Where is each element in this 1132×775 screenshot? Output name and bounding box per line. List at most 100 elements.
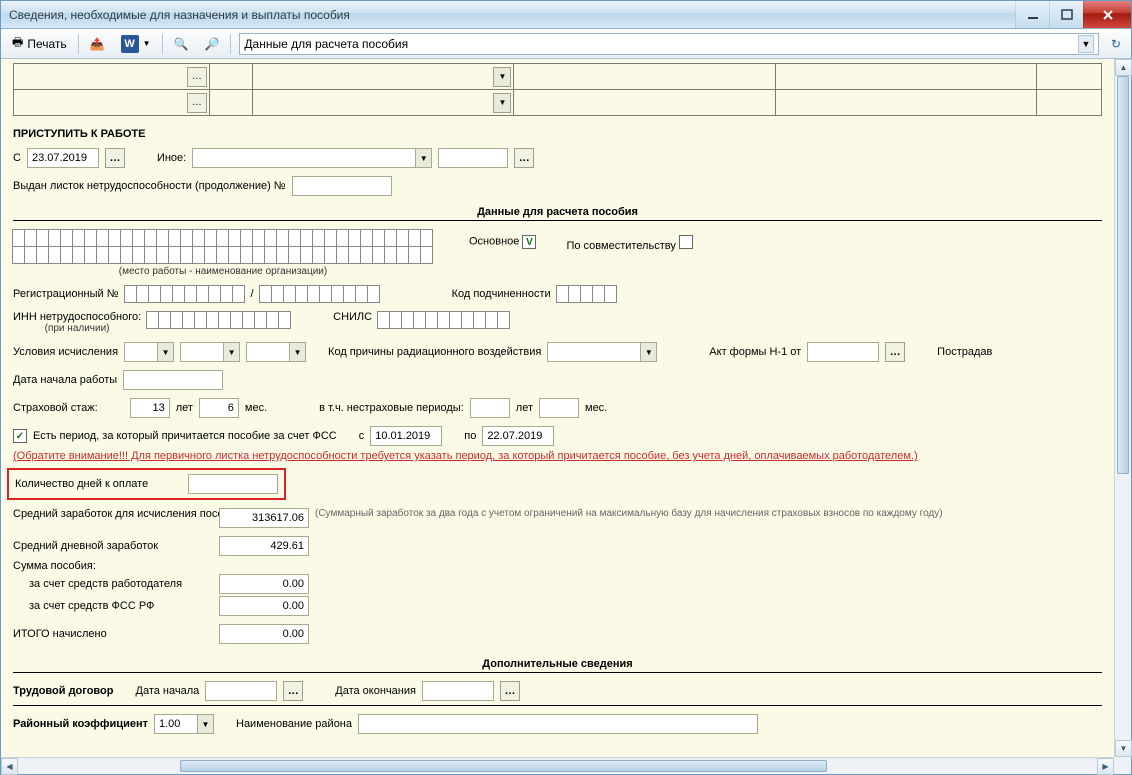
main-label: Основное — [469, 236, 519, 248]
nonins-label: в т.ч. нестраховые периоды: — [319, 402, 464, 414]
total-amount-input[interactable]: 0.00 — [219, 624, 309, 644]
vertical-scroll-thumb[interactable] — [1117, 76, 1129, 474]
combine-checkbox[interactable] — [679, 235, 693, 249]
contract-start-input[interactable] — [205, 681, 277, 701]
scroll-up-button[interactable]: ▲ — [1115, 59, 1132, 76]
from-date-input[interactable]: 23.07.2019 — [27, 148, 99, 168]
inn-label: ИНН нетрудоспособного: — [13, 311, 141, 323]
other-combo[interactable]: ▼ — [192, 148, 432, 168]
reg-no-cells[interactable] — [125, 285, 245, 303]
scroll-left-button[interactable]: ◀ — [1, 758, 18, 775]
inn-cells[interactable] — [147, 311, 291, 329]
snils-cells[interactable] — [378, 311, 510, 329]
workplace-cells-row2[interactable] — [13, 246, 433, 264]
days-to-pay-highlight: Количество дней к оплате — [7, 468, 286, 500]
avg-daily-input[interactable]: 429.61 — [219, 536, 309, 556]
form-body: … ▼ … ▼ ПРИСТУПИТЬ К РАБОТЕ — [1, 59, 1114, 757]
section-selector-text: Данные для расчета пособия — [244, 37, 1078, 51]
export-button[interactable]: 📤 — [83, 33, 112, 55]
stazh-years-input[interactable]: 13 — [130, 398, 170, 418]
avg-earn-input[interactable]: 313617.06 — [219, 508, 309, 528]
coef-combo[interactable]: 1.00▼ — [154, 714, 214, 734]
scroll-down-button[interactable]: ▼ — [1115, 740, 1132, 757]
inn-caption: (при наличии) — [13, 323, 141, 334]
dropdown-icon: ▼ — [1078, 35, 1094, 53]
victim-label: Пострадав — [937, 346, 992, 358]
sub-code-cells[interactable] — [557, 285, 617, 303]
section-selector[interactable]: Данные для расчета пособия ▼ — [239, 33, 1099, 55]
fss-period-label: Есть период, за который причитается посо… — [33, 430, 337, 442]
stazh-months-input[interactable]: 6 — [199, 398, 239, 418]
employer-amount-input[interactable]: 0.00 — [219, 574, 309, 594]
total-label: ИТОГО начислено — [13, 628, 213, 640]
printer-icon: 🖶 — [12, 33, 23, 54]
cond-combo-1[interactable]: ▼ — [124, 342, 174, 362]
rad-code-combo[interactable]: ▼ — [547, 342, 657, 362]
fss-period-checkbox[interactable]: ✓ — [13, 429, 27, 443]
scroll-right-button[interactable]: ▶ — [1097, 758, 1114, 775]
rad-code-label: Код причины радиационного воздействия — [328, 346, 541, 358]
refresh-button[interactable]: ↻ — [1105, 33, 1127, 55]
fssrf-amount-input[interactable]: 0.00 — [219, 596, 309, 616]
region-input[interactable] — [358, 714, 758, 734]
days-to-pay-input[interactable] — [188, 474, 278, 494]
print-label: Печать — [27, 37, 66, 51]
contract-end-input[interactable] — [422, 681, 494, 701]
grid-r1c3-dropdown[interactable]: ▼ — [493, 67, 511, 87]
maximize-button[interactable] — [1049, 1, 1083, 28]
act-label: Акт формы Н-1 от — [709, 346, 801, 358]
grid-r2c1-picker[interactable]: … — [187, 93, 207, 113]
months-label-2: мес. — [585, 402, 607, 414]
window-titlebar: Сведения, необходимые для назначения и в… — [1, 1, 1131, 29]
zoom-out-button[interactable]: 🔎 — [197, 33, 226, 55]
fssrf-label: за счет средств ФСС РФ — [13, 600, 213, 612]
other-picker[interactable]: … — [514, 148, 534, 168]
vertical-scrollbar[interactable]: ▲ ▼ — [1114, 59, 1131, 757]
grid-r2c3-dropdown[interactable]: ▼ — [493, 93, 511, 113]
word-export-button[interactable]: W ▼ — [114, 33, 158, 55]
act-date-picker[interactable]: … — [885, 342, 905, 362]
nonins-years-input[interactable] — [470, 398, 510, 418]
fss-to-input[interactable]: 22.07.2019 — [482, 426, 554, 446]
workplace-cells-row1[interactable] — [13, 229, 433, 247]
start-date-input[interactable] — [123, 370, 223, 390]
reg-no-label: Регистрационный № — [13, 288, 119, 300]
grid-r1c1-picker[interactable]: … — [187, 67, 207, 87]
close-button[interactable] — [1083, 1, 1131, 28]
cond-combo-2[interactable]: ▼ — [180, 342, 240, 362]
calc-cond-label: Условия исчисления — [13, 346, 118, 358]
horizontal-scroll-thumb[interactable] — [180, 760, 827, 772]
stazh-label: Страховой стаж: — [13, 402, 98, 414]
avg-daily-label: Средний дневной заработок — [13, 540, 213, 552]
from-date-picker[interactable]: … — [105, 148, 125, 168]
fss-from-input[interactable]: 10.01.2019 — [370, 426, 442, 446]
nonins-months-input[interactable] — [539, 398, 579, 418]
start-date-label: Дата начала работы — [13, 374, 117, 386]
zoom-out-icon: 🔎 — [204, 37, 219, 51]
coef-label: Районный коэффициент — [13, 718, 148, 730]
act-date-input[interactable] — [807, 342, 879, 362]
word-icon: W — [121, 35, 139, 53]
zoom-in-button[interactable]: 🔍 — [167, 33, 196, 55]
sum-label: Сумма пособия: — [13, 560, 213, 572]
print-button[interactable]: 🖶 Печать — [5, 33, 74, 55]
main-checkbox[interactable]: V — [522, 235, 536, 249]
other-code-input[interactable] — [438, 148, 508, 168]
contract-end-picker[interactable]: … — [500, 681, 520, 701]
continuation-label: Выдан листок нетрудоспособности (продолж… — [13, 180, 286, 192]
contract-start-label: Дата начала — [136, 685, 200, 697]
continuation-number-input[interactable] — [292, 176, 392, 196]
contract-start-picker[interactable]: … — [283, 681, 303, 701]
workplace-caption: (место работы - наименование организации… — [13, 266, 433, 277]
minimize-button[interactable] — [1015, 1, 1049, 28]
warning-text: (Обратите внимание!!! Для первичного лис… — [13, 450, 1102, 462]
avg-earn-note: (Суммарный заработок за два года с учето… — [315, 508, 1102, 519]
refresh-icon: ↻ — [1111, 37, 1121, 51]
contract-end-label: Дата окончания — [335, 685, 416, 697]
horizontal-scrollbar[interactable]: ◀ ▶ — [1, 757, 1114, 774]
contract-label: Трудовой договор — [13, 685, 114, 697]
region-label: Наименование района — [236, 718, 352, 730]
reg-no-cells-2[interactable] — [260, 285, 380, 303]
export-icon: 📤 — [90, 37, 105, 51]
cond-combo-3[interactable]: ▼ — [246, 342, 306, 362]
